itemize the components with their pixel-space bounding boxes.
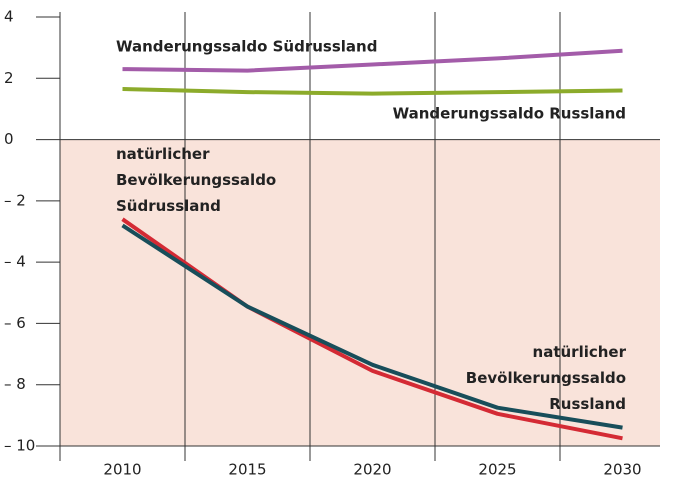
series-label: natürlicher Bevölkerungssaldo Russland xyxy=(466,343,627,413)
y-tick-label: – 10 xyxy=(4,437,35,455)
x-tick-label: 2020 xyxy=(353,461,391,479)
series-label: natürlicher Bevölkerungssaldo Südrussland xyxy=(116,145,276,215)
x-tick-label: 2015 xyxy=(228,461,266,479)
y-tick-label: – 8 xyxy=(4,375,26,393)
series-line xyxy=(122,87,623,96)
y-tick-label: – 6 xyxy=(4,314,26,332)
y-tick-label: 4 xyxy=(4,8,14,26)
x-tick-label: 2010 xyxy=(103,461,141,479)
y-tick-label: – 4 xyxy=(4,253,26,271)
y-tick-label: 2 xyxy=(4,69,14,87)
y-tick-label: 0 xyxy=(4,130,14,148)
series-label: Wanderungssaldo Russland xyxy=(393,105,626,123)
series-line xyxy=(121,223,623,430)
x-tick-label: 2030 xyxy=(603,461,641,479)
series-line xyxy=(122,48,623,73)
y-tick-label: – 2 xyxy=(4,191,26,209)
series-label: Wanderungssaldo Südrussland xyxy=(116,38,377,56)
x-tick-label: 2025 xyxy=(478,461,516,479)
